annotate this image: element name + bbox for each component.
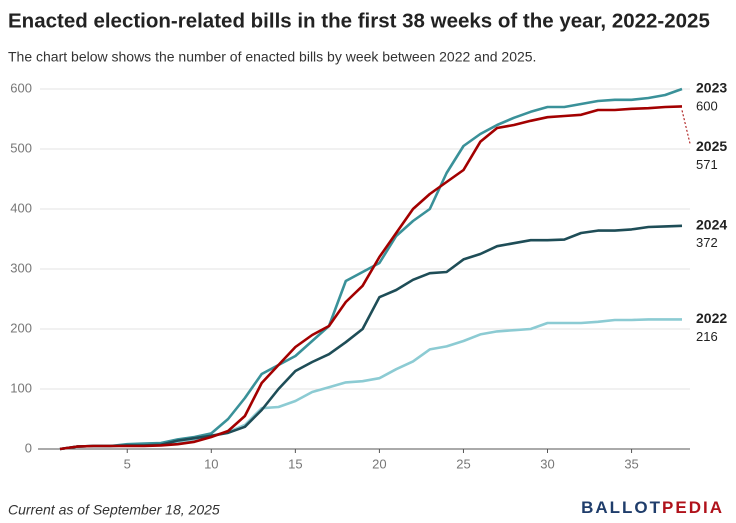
series-line — [59, 224, 683, 451]
logo: BALLOTPEDIA — [581, 498, 724, 517]
logo-first: BALLOT — [581, 498, 662, 517]
x-tick-label: 5 — [124, 456, 131, 471]
x-tick-label: 10 — [204, 456, 218, 471]
end-value-label: 571 — [696, 157, 718, 172]
y-tick-label: 100 — [10, 380, 32, 395]
x-tick-label: 25 — [456, 456, 470, 471]
series-label: 2023 — [696, 80, 727, 96]
series-label: 2022 — [696, 310, 727, 326]
chart-subtitle: The chart below shows the number of enac… — [8, 49, 536, 65]
y-tick-label: 500 — [10, 140, 32, 155]
series-line — [59, 105, 683, 451]
x-tick-label: 30 — [540, 456, 554, 471]
chart-title: Enacted election-related bills in the fi… — [8, 9, 710, 32]
end-value-label: 372 — [696, 235, 718, 250]
y-tick-label: 300 — [10, 260, 32, 275]
label-leader — [681, 110, 691, 144]
series-line — [59, 318, 682, 451]
logo-second: PEDIA — [662, 498, 724, 517]
x-tick-label: 35 — [624, 456, 638, 471]
end-value-label: 216 — [696, 329, 718, 344]
y-tick-label: 200 — [10, 320, 32, 335]
end-value-label: 600 — [696, 98, 718, 113]
footnote: Current as of September 18, 2025 — [8, 502, 220, 518]
series-line — [59, 87, 683, 451]
y-tick-label: 400 — [10, 200, 32, 215]
y-tick-label: 0 — [25, 440, 32, 455]
series-label: 2024 — [696, 217, 727, 233]
x-tick-label: 20 — [372, 456, 386, 471]
series-label: 2025 — [696, 138, 727, 154]
x-tick-label: 15 — [288, 456, 302, 471]
y-tick-label: 600 — [10, 80, 32, 95]
